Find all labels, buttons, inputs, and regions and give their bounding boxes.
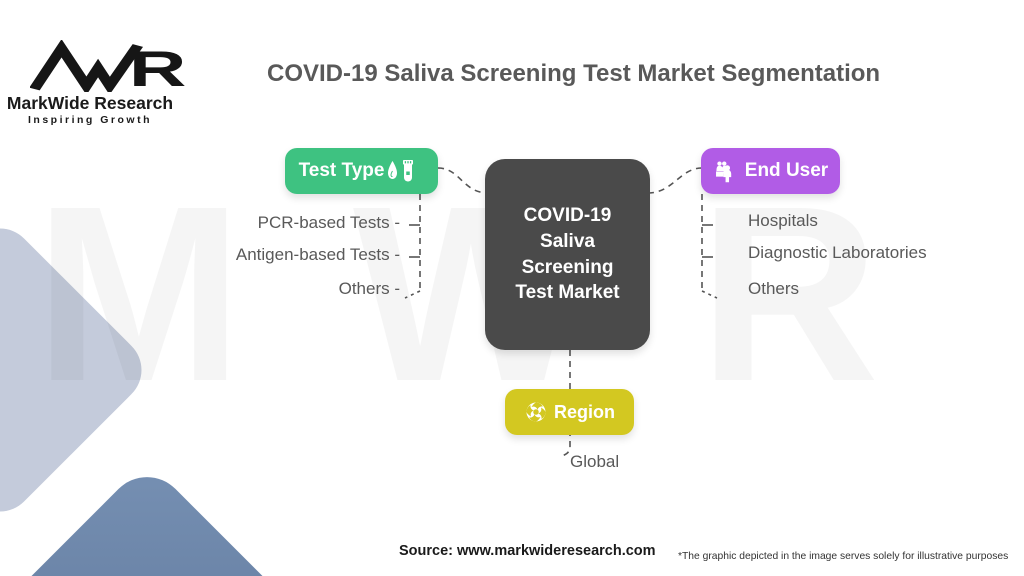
svg-text:R: R [129,42,187,92]
